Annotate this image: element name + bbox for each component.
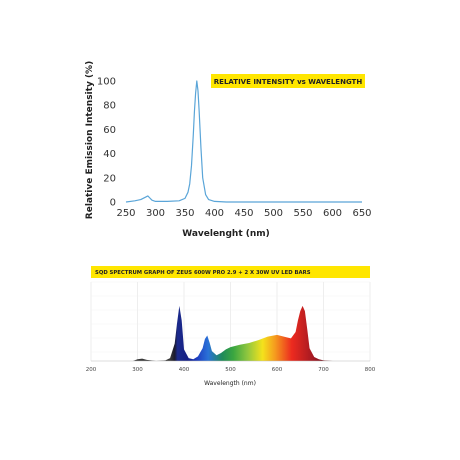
x-tick-label: 250 [116,208,135,219]
x-tick-label: 300 [146,208,165,219]
x-tick-label: 600 [323,208,342,219]
x-tick-label: 550 [293,208,312,219]
spectrum-x-tick-label: 700 [318,367,329,373]
intensity-series-line [125,80,362,203]
spectrum-x-tick-label: 300 [132,367,143,373]
spectrum-area [91,305,370,361]
spectrum-x-tick-label: 500 [225,367,236,373]
y-tick-label: 100 [97,77,116,88]
x-tick-label: 500 [264,208,283,219]
x-tick-label: 450 [234,208,253,219]
chart-title: RELATIVE INTENSITY vs WAVELENGTH [214,78,363,86]
y-tick-label: 80 [103,101,116,112]
spectrum-chart-title: SQD SPECTRUM GRAPH OF ZEUS 600W PRO 2.9 … [95,270,311,276]
chart-title-background [211,74,365,88]
spectrum-x-tick-label: 800 [365,367,376,373]
x-axis-label: Wavelenght (nm) [182,229,270,239]
spectrum-x-tick-label: 200 [86,367,97,373]
x-tick-label: 350 [175,208,194,219]
spectrum-title-background [91,266,370,278]
y-tick-label: 60 [103,125,116,136]
spectrum-x-tick-label: 600 [272,367,283,373]
x-tick-label: 650 [352,208,371,219]
spectrum-x-axis-label: Wavelength (nm) [204,380,256,387]
spectrum-x-tick-label: 400 [179,367,190,373]
y-tick-label: 40 [103,149,116,160]
x-tick-label: 400 [205,208,224,219]
y-tick-label: 20 [103,173,116,184]
y-tick-label: 0 [110,198,116,209]
y-axis-label: Relative Emission Intensity (%) [85,61,95,219]
